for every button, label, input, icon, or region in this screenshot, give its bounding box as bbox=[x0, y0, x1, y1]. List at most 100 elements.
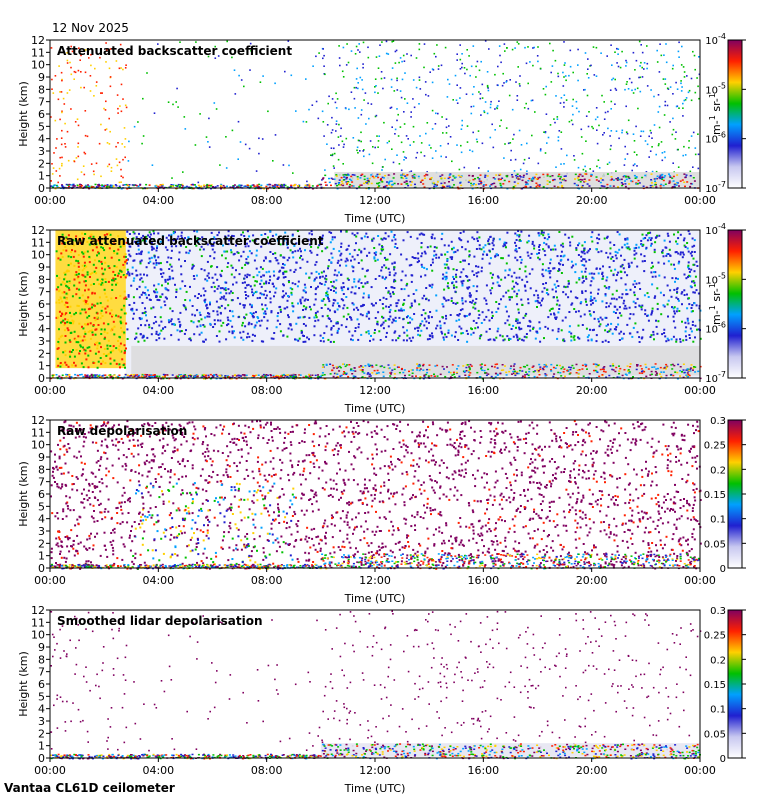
y-tick-label: 12 bbox=[31, 414, 45, 427]
colorbar-tick-label: 10-7 bbox=[705, 370, 726, 385]
x-tick-label: 08:00 bbox=[251, 574, 283, 587]
colorbar-tick-label: 0 bbox=[720, 754, 726, 765]
x-axis-label: Time (UTC) bbox=[344, 402, 406, 415]
colorbar bbox=[727, 229, 743, 379]
y-tick-label: 9 bbox=[38, 261, 45, 274]
colorbar-tick-label: 0.05 bbox=[704, 539, 726, 550]
y-tick-label: 10 bbox=[31, 59, 45, 72]
x-axis-label: Time (UTC) bbox=[344, 782, 406, 795]
date-label: 12 Nov 2025 bbox=[52, 21, 129, 35]
x-tick-label: 04:00 bbox=[142, 194, 174, 207]
colorbar-tick-label: 0.1 bbox=[710, 515, 726, 526]
x-tick-label: 20:00 bbox=[576, 574, 608, 587]
y-tick-label: 3 bbox=[38, 715, 45, 728]
colorbar-tick-label: 0.05 bbox=[704, 729, 726, 740]
heatmap-field bbox=[50, 610, 702, 760]
y-tick-label: 6 bbox=[38, 678, 45, 691]
x-tick-label: 12:00 bbox=[359, 764, 391, 777]
y-tick-label: 4 bbox=[38, 133, 45, 146]
y-tick-label: 2 bbox=[38, 537, 45, 550]
y-tick-label: 8 bbox=[38, 83, 45, 96]
instrument-label: Vantaa CL61D ceilometer bbox=[4, 781, 175, 795]
y-tick-label: 9 bbox=[38, 641, 45, 654]
x-tick-label: 04:00 bbox=[142, 384, 174, 397]
x-tick-label: 16:00 bbox=[467, 574, 499, 587]
heatmap-field bbox=[50, 40, 701, 190]
y-tick-label: 7 bbox=[38, 96, 45, 109]
plot-background bbox=[50, 610, 700, 758]
y-tick-label: 11 bbox=[31, 426, 45, 439]
y-tick-label: 5 bbox=[38, 120, 45, 133]
y-tick-label: 3 bbox=[38, 335, 45, 348]
y-tick-label: 6 bbox=[38, 298, 45, 311]
x-tick-label: 00:00 bbox=[34, 194, 66, 207]
x-tick-label: 00:00 bbox=[684, 764, 716, 777]
x-tick-label: 00:00 bbox=[34, 384, 66, 397]
colorbar-unit-label: m-1 sr-1 bbox=[708, 283, 723, 325]
y-tick-label: 8 bbox=[38, 463, 45, 476]
colorbar-tick-label: 0.2 bbox=[710, 655, 726, 666]
y-tick-label: 11 bbox=[31, 46, 45, 59]
y-tick-label: 3 bbox=[38, 145, 45, 158]
y-tick-label: 1 bbox=[38, 740, 45, 753]
y-tick-label: 5 bbox=[38, 690, 45, 703]
y-tick-label: 9 bbox=[38, 71, 45, 84]
x-tick-label: 08:00 bbox=[251, 764, 283, 777]
y-tick-label: 8 bbox=[38, 273, 45, 286]
y-axis-label: Height (km) bbox=[17, 461, 30, 527]
y-tick-label: 0 bbox=[38, 752, 45, 765]
y-tick-label: 4 bbox=[38, 703, 45, 716]
colorbar-tick-label: 0.1 bbox=[710, 705, 726, 716]
y-tick-label: 1 bbox=[38, 360, 45, 373]
heatmap-field bbox=[50, 420, 702, 570]
x-tick-label: 16:00 bbox=[467, 194, 499, 207]
y-tick-label: 1 bbox=[38, 170, 45, 183]
y-tick-label: 1 bbox=[38, 550, 45, 563]
colorbar-tick-label: 0 bbox=[720, 564, 726, 575]
panel-title: Raw depolarisation bbox=[57, 424, 187, 438]
colorbar-tick-label: 0.15 bbox=[704, 680, 726, 691]
colorbar-tick-label: 10-4 bbox=[705, 32, 726, 47]
y-tick-label: 7 bbox=[38, 476, 45, 489]
colorbar-tick-label: 10-7 bbox=[705, 180, 726, 195]
y-tick-label: 3 bbox=[38, 525, 45, 538]
colorbar bbox=[727, 419, 743, 569]
x-tick-label: 00:00 bbox=[684, 574, 716, 587]
y-tick-label: 7 bbox=[38, 286, 45, 299]
x-tick-label: 00:00 bbox=[684, 194, 716, 207]
y-tick-label: 5 bbox=[38, 310, 45, 323]
x-tick-label: 16:00 bbox=[467, 384, 499, 397]
x-tick-label: 00:00 bbox=[34, 574, 66, 587]
y-tick-label: 10 bbox=[31, 249, 45, 262]
panel-title: Attenuated backscatter coefficient bbox=[57, 44, 292, 58]
x-tick-label: 08:00 bbox=[251, 384, 283, 397]
y-tick-label: 4 bbox=[38, 513, 45, 526]
y-tick-label: 2 bbox=[38, 727, 45, 740]
colorbar-tick-label: 0.15 bbox=[704, 490, 726, 501]
y-tick-label: 6 bbox=[38, 488, 45, 501]
x-tick-label: 12:00 bbox=[359, 384, 391, 397]
y-axis-label: Height (km) bbox=[17, 81, 30, 147]
y-tick-label: 12 bbox=[31, 34, 45, 47]
x-tick-label: 20:00 bbox=[576, 764, 608, 777]
y-tick-label: 11 bbox=[31, 236, 45, 249]
y-axis-label: Height (km) bbox=[17, 271, 30, 337]
y-tick-label: 8 bbox=[38, 653, 45, 666]
panel-title: Smoothed lidar depolarisation bbox=[57, 614, 263, 628]
y-tick-label: 6 bbox=[38, 108, 45, 121]
y-tick-label: 7 bbox=[38, 666, 45, 679]
colorbar bbox=[727, 609, 743, 759]
colorbar-tick-label: 0.25 bbox=[704, 441, 726, 452]
colorbar-tick-label: 0.25 bbox=[704, 631, 726, 642]
y-tick-label: 12 bbox=[31, 604, 45, 617]
y-tick-label: 0 bbox=[38, 182, 45, 195]
colorbar-tick-label: 0.2 bbox=[710, 465, 726, 476]
plot-background bbox=[50, 40, 700, 188]
x-tick-label: 04:00 bbox=[142, 574, 174, 587]
x-tick-label: 12:00 bbox=[359, 574, 391, 587]
y-tick-label: 11 bbox=[31, 616, 45, 629]
